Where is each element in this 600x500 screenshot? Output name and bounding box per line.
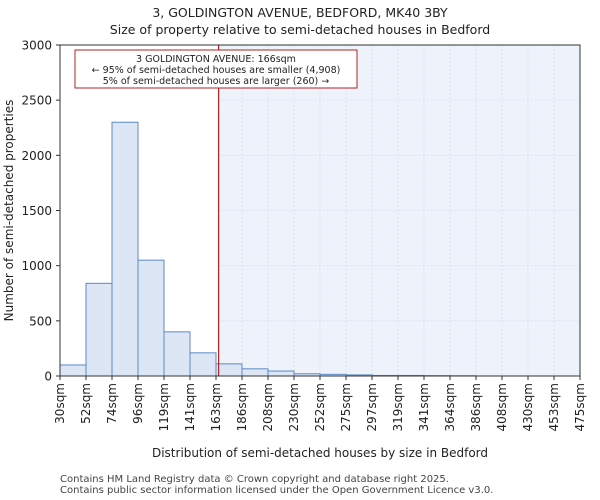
- x-tick-label: 30sqm: [53, 383, 67, 424]
- x-tick-label: 364sqm: [443, 383, 457, 431]
- x-tick-label: 230sqm: [287, 383, 301, 431]
- annotation-line-1: 3 GOLDINGTON AVENUE: 166sqm: [136, 54, 296, 65]
- y-tick-label: 1500: [21, 204, 52, 218]
- x-tick-label: 408sqm: [495, 383, 509, 431]
- y-tick-label: 0: [44, 370, 52, 384]
- histogram-bar: [111, 121, 139, 377]
- annotation-line-3: 5% of semi-detached houses are larger (2…: [103, 76, 330, 87]
- y-tick-label: 500: [29, 314, 52, 328]
- annotation-box: 3 GOLDINGTON AVENUE: 166sqm ← 95% of sem…: [74, 49, 358, 89]
- x-tick-label: 96sqm: [131, 383, 145, 424]
- x-tick-label: 430sqm: [521, 383, 535, 431]
- footer-licence-line: Contains public sector information licen…: [60, 485, 494, 496]
- x-tick-label: 252sqm: [313, 383, 327, 431]
- histogram-bar: [241, 368, 269, 377]
- x-tick-label: 74sqm: [105, 383, 119, 424]
- x-tick-label: 186sqm: [235, 383, 249, 431]
- histogram-bar: [85, 282, 113, 377]
- footer-copyright-line: Contains HM Land Registry data © Crown c…: [60, 474, 449, 485]
- x-tick-label: 163sqm: [209, 383, 223, 431]
- x-tick-label: 475sqm: [573, 383, 587, 431]
- x-axis: 30sqm 52sqm 74sqm 96sqm 119sqm 141sqm 163sqm 18…: [53, 376, 587, 431]
- y-tick-label: 1000: [21, 259, 52, 273]
- x-tick-label: 386sqm: [469, 383, 483, 431]
- x-tick-label: 319sqm: [391, 383, 405, 431]
- x-tick-label: 297sqm: [365, 383, 379, 431]
- histogram-bar: [163, 331, 191, 377]
- x-tick-label: 52sqm: [79, 383, 93, 424]
- x-tick-label: 119sqm: [157, 383, 171, 431]
- histogram-bar: [189, 352, 217, 377]
- histogram-bar: [59, 364, 87, 377]
- x-tick-label: 141sqm: [183, 383, 197, 431]
- histogram-chart: 0 500 1000 1500 2000 2500 3000 30sqm 52sqm 74sqm…: [2, 39, 587, 461]
- x-tick-label: 341sqm: [417, 383, 431, 431]
- histogram-bar: [137, 259, 165, 377]
- x-tick-label: 208sqm: [261, 383, 275, 431]
- x-tick-label: 275sqm: [339, 383, 353, 431]
- y-tick-label: 3000: [21, 39, 52, 53]
- histogram-bars: [59, 45, 581, 377]
- y-axis: 0 500 1000 1500 2000 2500 3000: [21, 39, 60, 384]
- chart-subtitle: Size of property relative to semi-detach…: [109, 22, 491, 37]
- histogram-bar: [215, 363, 243, 377]
- histogram-bar: [267, 370, 295, 377]
- annotation-line-2: ← 95% of semi-detached houses are smalle…: [92, 65, 341, 76]
- y-tick-label: 2500: [21, 94, 52, 108]
- chart-title: 3, GOLDINGTON AVENUE, BEDFORD, MK40 3BY: [152, 5, 448, 20]
- y-tick-label: 2000: [21, 149, 52, 163]
- x-axis-label: Distribution of semi-detached houses by …: [152, 446, 488, 460]
- x-tick-label: 453sqm: [547, 383, 561, 431]
- y-axis-label: Number of semi-detached properties: [2, 100, 16, 322]
